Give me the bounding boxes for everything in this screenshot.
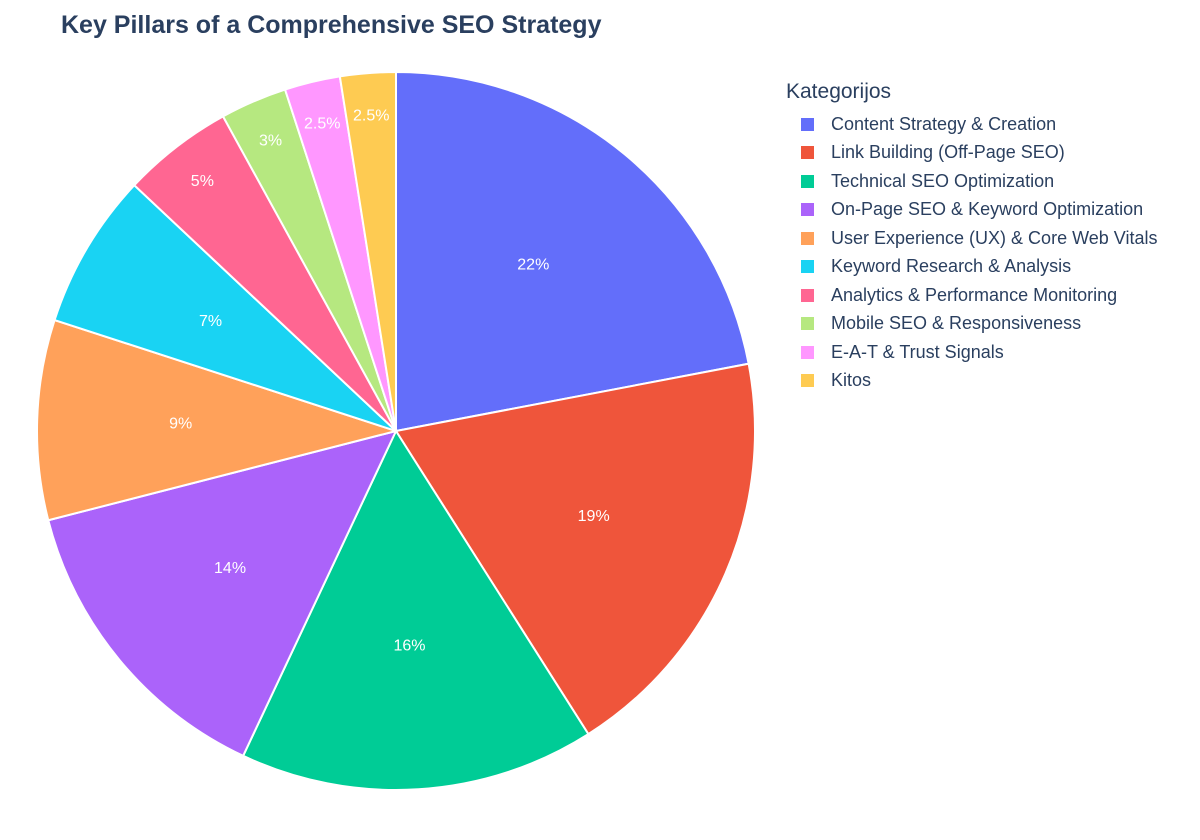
pie-slice-4 [36, 318, 400, 522]
legend-label-5: Keyword Research & Analysis [831, 256, 1072, 277]
slice-label-5: 7% [199, 313, 222, 330]
legend-label-2: Technical SEO Optimization [831, 170, 1055, 191]
legend-item-0[interactable]: Content Strategy & Creation [786, 110, 1157, 139]
legend-label-8: E-A-T & Trust Signals [831, 341, 1004, 362]
legend-item-4[interactable]: User Experience (UX) & Core Web Vitals [786, 224, 1157, 253]
legend-label-9: Kitos [831, 370, 872, 391]
slice-label-8: 2.5% [304, 115, 340, 132]
chart-title: Key Pillars of a Comprehensive SEO Strat… [61, 11, 602, 39]
legend-swatch-2 [801, 174, 814, 188]
pie-slice-5 [53, 183, 397, 432]
legend-swatch-3 [801, 203, 814, 217]
legend-item-9[interactable]: Kitos [786, 367, 1157, 396]
pie-slices [36, 70, 756, 791]
legend-swatch-0 [801, 117, 814, 131]
slice-label-9: 2.5% [353, 108, 389, 125]
legend: Kategorijos Content Strategy & Creation L… [786, 80, 1157, 395]
legend-item-2[interactable]: Technical SEO Optimization [786, 167, 1157, 196]
legend-swatch-8 [801, 345, 814, 359]
slice-label-3: 14% [214, 560, 246, 577]
slice-label-2: 16% [394, 637, 426, 654]
pie-chart: 22% 19% 16% 14% 9% 7% 5% 3% 2.5% 2.5% [36, 70, 756, 791]
legend-label-0: Content Strategy & Creation [831, 113, 1057, 134]
slice-label-6: 5% [191, 173, 214, 190]
pie-slice-0 [395, 70, 750, 433]
legend-item-6[interactable]: Analytics & Performance Monitoring [786, 281, 1157, 310]
legend-label-1: Link Building (Off-Page SEO) [831, 142, 1065, 163]
legend-swatch-7 [801, 317, 814, 331]
legend-label-7: Mobile SEO & Responsiveness [831, 313, 1082, 334]
legend-title: Kategorijos [786, 80, 892, 103]
pie-slice-labels: 22% 19% 16% 14% 9% 7% 5% 3% 2.5% 2.5% [169, 108, 610, 655]
legend-swatch-9 [801, 374, 814, 388]
slice-label-1: 19% [578, 508, 610, 525]
legend-label-3: On-Page SEO & Keyword Optimization [831, 199, 1144, 220]
legend-item-1[interactable]: Link Building (Off-Page SEO) [786, 139, 1157, 168]
legend-label-4: User Experience (UX) & Core Web Vitals [831, 227, 1158, 248]
legend-item-3[interactable]: On-Page SEO & Keyword Optimization [786, 196, 1157, 225]
legend-swatch-1 [801, 146, 814, 160]
legend-swatch-6 [801, 288, 814, 302]
legend-label-6: Analytics & Performance Monitoring [831, 284, 1118, 305]
legend-item-8[interactable]: E-A-T & Trust Signals [786, 338, 1157, 367]
pie-slice-9 [338, 70, 397, 432]
legend-item-5[interactable]: Keyword Research & Analysis [786, 253, 1157, 282]
pie-slice-1 [394, 362, 756, 736]
pie-slice-2 [241, 428, 590, 791]
slice-label-4: 9% [169, 416, 192, 433]
legend-swatch-5 [801, 260, 814, 274]
pie-slice-3 [47, 429, 398, 758]
legend-swatch-4 [801, 231, 814, 245]
slice-label-0: 22% [517, 257, 549, 274]
legend-item-7[interactable]: Mobile SEO & Responsiveness [786, 310, 1157, 339]
slice-label-7: 3% [259, 133, 282, 150]
legend-items: Content Strategy & Creation Link Building… [786, 110, 1157, 395]
